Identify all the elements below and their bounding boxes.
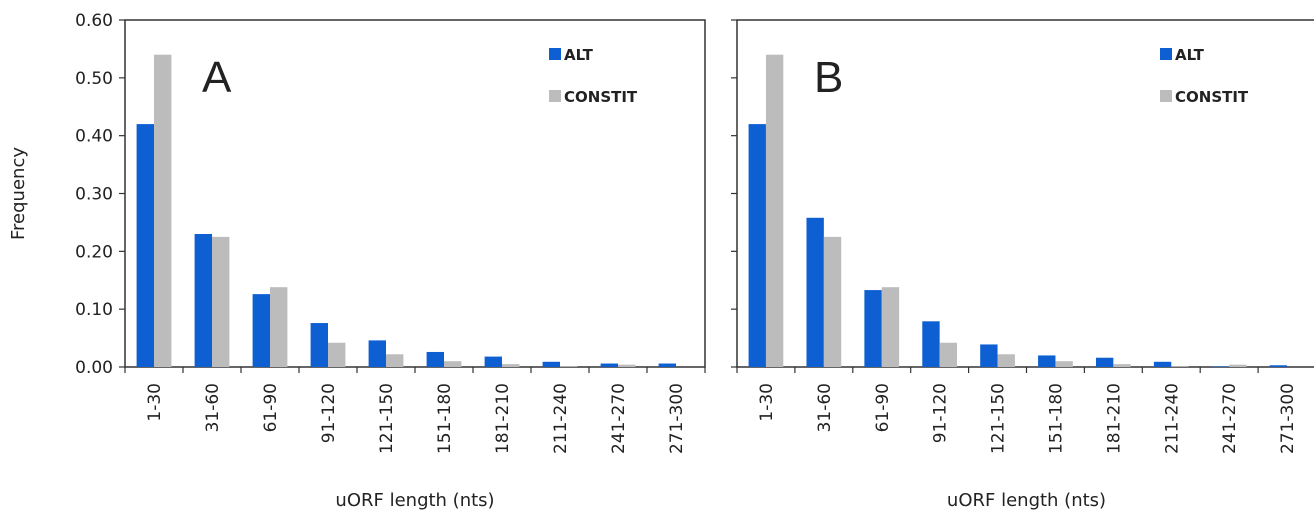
- y-tick-label: 0.10: [75, 300, 113, 320]
- y-tick-label: 0.00: [75, 358, 113, 378]
- panel-label: B: [814, 53, 843, 102]
- y-tick-label: 0.30: [75, 185, 113, 205]
- bar-constit-6: [1055, 361, 1073, 367]
- legend-label-constit: CONSTIT: [1175, 88, 1249, 106]
- bar-constit-3: [270, 287, 288, 367]
- bar-constit-2: [823, 236, 842, 367]
- bar-constit-5: [386, 354, 404, 367]
- bar-constit-8: [560, 366, 578, 367]
- bar-constit-3: [881, 287, 900, 367]
- bar-constit-4: [328, 342, 346, 367]
- bar-alt-7: [1095, 357, 1114, 367]
- bar-constit-2: [212, 236, 230, 367]
- x-tick-label: 121-150: [989, 383, 1009, 454]
- x-tick-label: 1-30: [757, 383, 777, 422]
- legend-swatch-constit: [549, 90, 561, 102]
- bar-constit-5: [997, 354, 1015, 367]
- x-tick-label: 1-30: [145, 383, 165, 422]
- bar-alt-4: [310, 323, 328, 367]
- bar-alt-6: [1038, 355, 1056, 367]
- bar-alt-6: [426, 351, 444, 367]
- bar-constit-7: [1113, 364, 1131, 367]
- bar-alt-4: [922, 321, 940, 367]
- x-tick-label: 31-60: [203, 383, 223, 432]
- y-tick-label: 0.50: [75, 69, 113, 89]
- bar-alt-2: [806, 217, 824, 367]
- bar-constit-9: [1229, 364, 1247, 367]
- legend-label-constit: CONSTIT: [564, 88, 638, 106]
- x-tick-label: 241-270: [609, 383, 629, 454]
- x-tick-label: 31-60: [815, 383, 835, 432]
- bar-alt-5: [980, 344, 998, 367]
- bar-alt-1: [136, 124, 154, 367]
- x-tick-label: 271-300: [1278, 383, 1298, 454]
- legend-label-alt: ALT: [1175, 46, 1205, 64]
- bar-alt-10: [1269, 365, 1288, 367]
- x-tick-label: 211-240: [551, 383, 571, 454]
- y-axis-label: Frequency: [8, 147, 29, 240]
- bar-alt-9: [1211, 366, 1230, 367]
- x-tick-label: 241-270: [1220, 383, 1240, 454]
- x-tick-label: 91-120: [319, 383, 339, 443]
- bar-alt-1: [748, 124, 766, 367]
- x-tick-label: 151-180: [435, 383, 455, 454]
- x-tick-label: 271-300: [667, 383, 687, 454]
- bar-alt-8: [1153, 361, 1172, 367]
- y-tick-label: 0.20: [75, 242, 113, 262]
- bar-constit-8: [1171, 366, 1189, 367]
- legend-label-alt: ALT: [564, 46, 594, 64]
- y-tick-label: 0.60: [75, 11, 113, 31]
- x-tick-label: 121-150: [377, 383, 397, 454]
- x-tick-label: 91-120: [931, 383, 951, 443]
- bar-alt-9: [600, 363, 618, 367]
- x-axis-label: uORF length (nts): [947, 490, 1106, 511]
- x-tick-label: 211-240: [1162, 383, 1182, 454]
- x-tick-label: 151-180: [1046, 383, 1066, 454]
- y-tick-label: 0.40: [75, 127, 113, 147]
- bar-alt-8: [542, 361, 560, 367]
- x-axis-label: uORF length (nts): [335, 490, 494, 511]
- bar-alt-5: [368, 340, 386, 367]
- x-tick-label: 181-210: [493, 383, 513, 454]
- bar-constit-4: [939, 342, 958, 367]
- bar-alt-10: [658, 363, 676, 367]
- panel-label: A: [202, 53, 232, 102]
- bar-constit-9: [618, 364, 636, 367]
- bar-constit-7: [502, 364, 520, 367]
- bar-alt-2: [194, 233, 212, 367]
- bar-alt-3: [864, 290, 882, 367]
- legend-swatch-alt: [1160, 48, 1172, 60]
- bar-alt-7: [484, 356, 502, 367]
- legend-swatch-alt: [549, 48, 561, 60]
- bar-constit-1: [154, 54, 172, 367]
- bar-constit-1: [765, 54, 784, 367]
- x-tick-label: 61-90: [873, 383, 893, 432]
- legend-swatch-constit: [1160, 90, 1172, 102]
- x-tick-label: 181-210: [1104, 383, 1124, 454]
- bar-alt-3: [252, 294, 270, 367]
- bar-constit-6: [444, 361, 462, 367]
- x-tick-label: 61-90: [261, 383, 281, 432]
